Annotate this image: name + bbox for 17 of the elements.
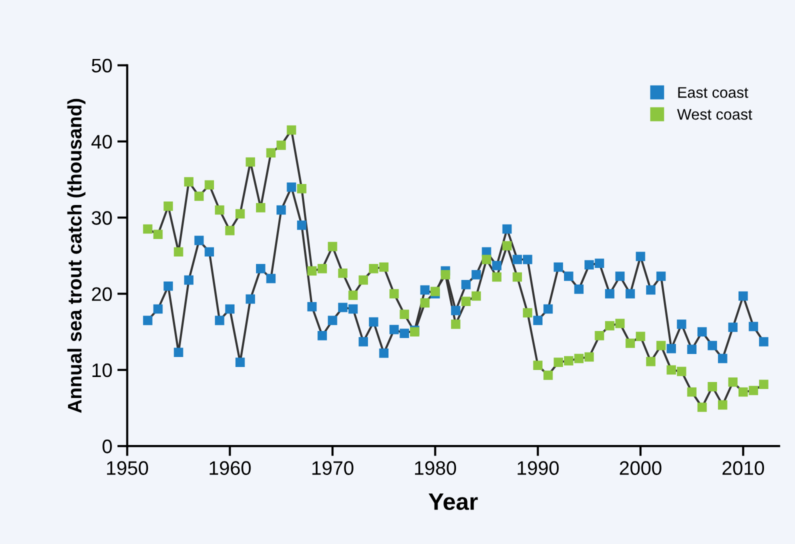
x-tick-label: 1980	[415, 461, 456, 475]
x-tick-label: 1990	[518, 461, 559, 475]
y-tick-label: 10	[92, 363, 112, 378]
x-tick-label: 1970	[312, 461, 354, 475]
y-tick-label: 40	[91, 134, 112, 149]
y-axis-title: Annual sea trout catch (thousand)	[67, 98, 86, 413]
x-tick-label: 1950	[107, 461, 148, 475]
y-tick-label: 50	[92, 58, 112, 73]
y-tick-label: 30	[92, 211, 112, 225]
x-tick-label: 2000	[620, 461, 662, 475]
y-tick-label: 20	[92, 287, 112, 301]
x-tick-label: 1960	[210, 461, 251, 475]
x-axis-title: Year	[428, 494, 478, 510]
legend-label: West coast	[677, 109, 752, 120]
legend-label: East coast	[678, 87, 748, 98]
x-tick-label: 2010	[722, 461, 764, 475]
y-tick-label: 0	[102, 440, 112, 454]
